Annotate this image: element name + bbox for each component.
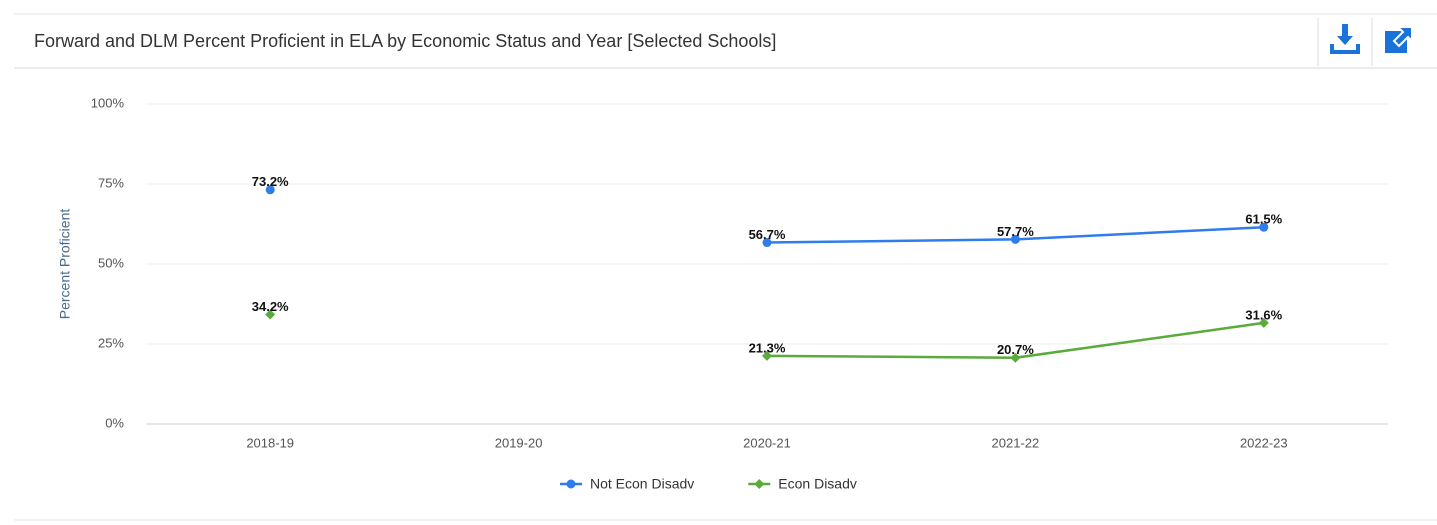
x-tick-label: 2019-20 <box>495 435 543 450</box>
data-point <box>265 309 276 320</box>
x-tick-label: 2018-19 <box>246 435 294 450</box>
data-point <box>1259 222 1269 232</box>
x-tick-label: 2022-23 <box>1240 435 1288 450</box>
y-tick-label: 100% <box>91 95 125 110</box>
data-point <box>762 350 772 361</box>
data-point <box>1010 352 1021 363</box>
data-label: 73.2% <box>252 174 289 189</box>
legend-marker <box>566 479 576 489</box>
icon <box>1337 24 1353 45</box>
data-label: 61.5% <box>1245 212 1282 227</box>
download-button[interactable] <box>1330 24 1360 54</box>
data-label: 56.7% <box>749 227 786 242</box>
chart-title: Forward and DLM Percent Proficient in EL… <box>34 31 776 51</box>
y-tick-label: 50% <box>98 255 124 270</box>
y-tick-label: 25% <box>98 335 124 350</box>
data-point <box>265 185 275 195</box>
x-tick-label: 2021-22 <box>992 435 1040 450</box>
data-label: 34.2% <box>252 299 289 314</box>
y-tick-label: 0% <box>105 415 124 430</box>
icon <box>1392 26 1413 48</box>
icon <box>1330 44 1360 54</box>
data-point <box>762 238 772 248</box>
legend-label: Econ Disadv <box>778 476 857 492</box>
data-label: 20.7% <box>997 342 1034 357</box>
legend-marker <box>754 479 765 489</box>
data-point <box>1258 317 1269 328</box>
data-label: 57.7% <box>997 224 1034 239</box>
y-axis-label: Percent Proficient <box>57 209 73 320</box>
data-label: 31.6% <box>1245 307 1282 322</box>
data-label: 21.3% <box>749 340 786 355</box>
data-point <box>1010 234 1020 244</box>
open-button[interactable] <box>1385 26 1413 53</box>
y-tick-label: 75% <box>98 175 124 190</box>
legend-label: Not Econ Disadv <box>590 476 694 492</box>
x-tick-label: 2020-21 <box>743 435 791 450</box>
